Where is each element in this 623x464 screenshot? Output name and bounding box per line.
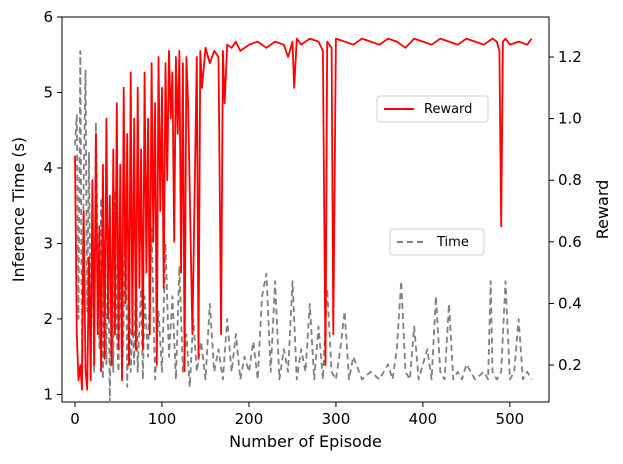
- legend-reward-box: [376, 95, 489, 123]
- y-left-tick-label: 3: [43, 234, 53, 252]
- plot-area: 0 100 200 300 400 500 1 2 3 4 5 6 0.2 0.4 0.6 0.8 1.0 1…: [43, 8, 581, 428]
- x-tick-label: 100: [148, 410, 177, 428]
- x-tick-label: 0: [70, 410, 80, 428]
- x-axis-title: Number of Episode: [229, 432, 382, 451]
- plot-frame: [61, 16, 550, 403]
- series-reward-line: [74, 37, 533, 391]
- legend-reward-label: Reward: [424, 102, 472, 117]
- y-right-axis-title: Reward: [593, 180, 612, 240]
- y-left-tick-label: 5: [43, 83, 53, 101]
- y-left-tick-label: 4: [43, 159, 53, 177]
- y-left-axis-title: Inference Time (s): [9, 137, 28, 282]
- x-tick-label: 300: [322, 410, 351, 428]
- y-left-tick-label: 1: [43, 385, 53, 403]
- y-right-tick-label: 1.2: [558, 48, 582, 66]
- y-right-tick-label: 1.0: [558, 110, 582, 128]
- x-tick-label: 500: [496, 410, 525, 428]
- y-right-axis-ticks: 0.2 0.4 0.6 0.8 1.0 1.2: [549, 48, 582, 374]
- legend-time: Time: [389, 228, 485, 256]
- legend-reward: Reward: [376, 95, 489, 123]
- x-tick-label: 400: [409, 410, 438, 428]
- x-tick-label: 200: [235, 410, 264, 428]
- legend-time-box: [389, 228, 485, 256]
- y-left-axis-ticks: 1 2 3 4 5 6: [43, 8, 62, 403]
- y-right-tick-label: 0.8: [558, 171, 582, 189]
- y-right-tick-label: 0.2: [558, 356, 582, 374]
- series-layer: [74, 37, 533, 403]
- x-axis-ticks: 0 100 200 300 400 500: [70, 402, 524, 428]
- legend-time-label: Time: [436, 235, 469, 250]
- y-right-tick-label: 0.6: [558, 233, 582, 251]
- y-left-tick-label: 2: [43, 310, 53, 328]
- y-right-tick-label: 0.4: [558, 294, 582, 312]
- y-left-tick-label: 6: [43, 8, 53, 26]
